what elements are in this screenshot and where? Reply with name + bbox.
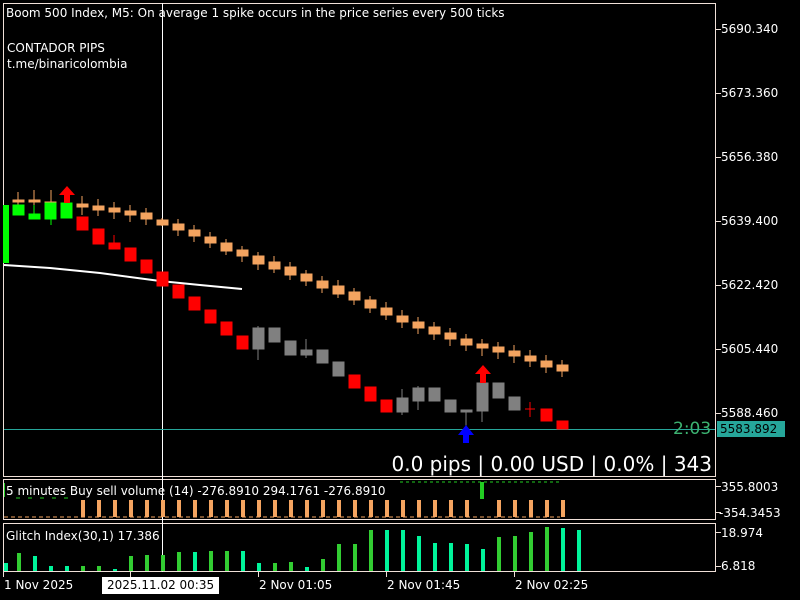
current-price-badge: 5583.892	[717, 421, 785, 437]
glitch-indicator-title: Glitch Index(30,1) 17.386	[6, 529, 160, 543]
current-price-line	[4, 429, 715, 430]
volume-indicator-title: 5 minutes Buy sell volume (14) -276.8910…	[6, 484, 386, 498]
price-label: 5588.460	[721, 406, 779, 420]
glitch-min-label: 6.818	[721, 559, 756, 573]
time-label: 2 Nov 01:05	[259, 578, 333, 592]
price-label: 5690.340	[721, 22, 779, 36]
crosshair-vertical-line	[162, 3, 163, 572]
price-label: 5673.360	[721, 86, 779, 100]
time-label: 1 Nov 2025	[4, 578, 74, 592]
volume-min-label: -354.3453	[719, 506, 781, 520]
price-label: 5622.420	[721, 278, 779, 292]
price-label: 5656.380	[721, 150, 779, 164]
price-label: 5605.440	[721, 342, 779, 356]
indicator-label-telegram: t.me/binaricolombia	[7, 57, 128, 71]
volume-max-label: 355.8003	[721, 480, 779, 494]
pips-counter-text: 0.0 pips | 0.00 USD | 0.0% | 343	[391, 452, 713, 476]
price-label: 5639.400	[721, 214, 779, 228]
glitch-window-frame[interactable]	[3, 523, 716, 572]
crosshair-time-label: 2025.11.02 00:35	[102, 577, 220, 594]
indicator-label-contador: CONTADOR PIPS	[7, 41, 105, 55]
bar-countdown-timer: 2:03	[673, 419, 712, 439]
glitch-max-label: 18.974	[721, 526, 763, 540]
time-label: 2 Nov 02:25	[515, 578, 589, 592]
time-label: 2 Nov 01:45	[387, 578, 461, 592]
volume-window-frame[interactable]	[3, 479, 716, 520]
chart-title: Boom 500 Index, M5: On average 1 spike o…	[6, 6, 505, 20]
